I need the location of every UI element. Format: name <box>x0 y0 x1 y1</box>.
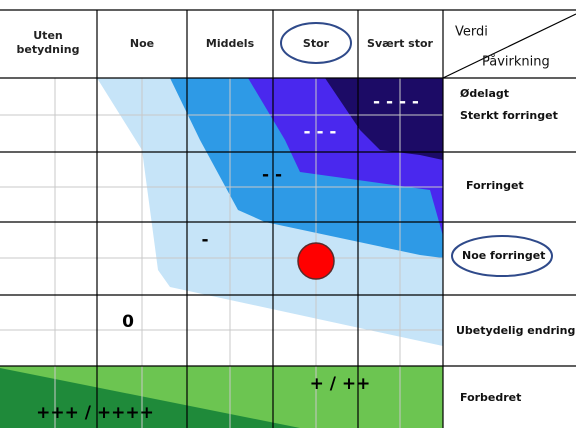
column-header: Stor <box>303 37 330 50</box>
zone-label: - - <box>262 165 282 185</box>
column-header: Uten betydning <box>17 29 80 56</box>
zone-label: - <box>201 230 208 250</box>
highlight-ellipse <box>280 22 352 64</box>
corner-top: Verdi <box>455 25 488 40</box>
assessment-marker <box>297 242 335 280</box>
zone-label: +++ / ++++ <box>36 403 154 423</box>
row-label: Ødelagt <box>460 87 509 100</box>
row-label: Forbedret <box>460 391 521 404</box>
row-label: Sterkt forringet <box>460 109 558 122</box>
corner-bottom: Påvirkning <box>482 55 550 70</box>
column-header: Noe <box>130 37 154 50</box>
zone-label: - - - - <box>373 92 419 112</box>
minor-grid <box>0 78 443 428</box>
zone-label: + / ++ <box>310 374 371 394</box>
zone-label: - - - <box>303 122 336 142</box>
row-label: Ubetydelig endring <box>456 324 575 337</box>
major-grid <box>0 9 576 428</box>
column-header: Middels <box>206 37 255 50</box>
column-header: Svært stor <box>367 37 433 50</box>
dark-zone <box>325 78 443 160</box>
zone-label: 0 <box>122 312 134 332</box>
dark-green-zone <box>0 368 300 428</box>
row-label: Noe forringet <box>462 249 545 262</box>
row-label: Forringet <box>466 179 524 192</box>
highlight-ellipse <box>451 235 553 277</box>
